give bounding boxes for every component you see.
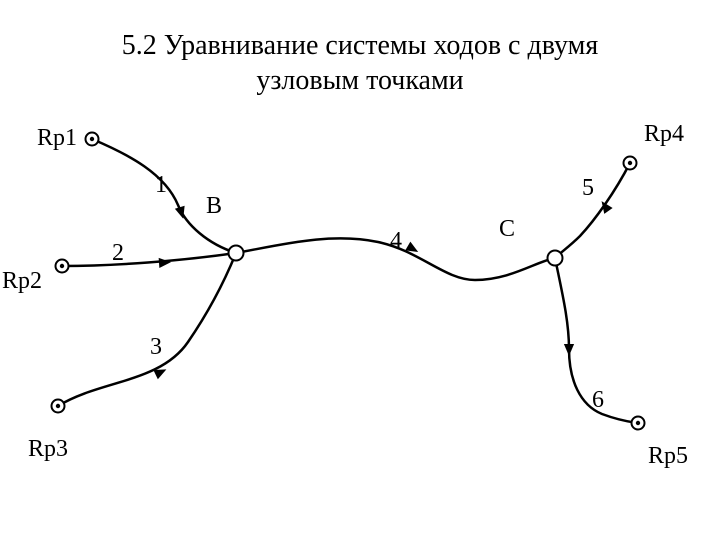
edge-label-e1: 1 [155, 172, 167, 199]
node-label-Rp3: Rp3 [28, 436, 68, 463]
node-Rp5-dot [636, 421, 640, 425]
arrow-e6 [564, 344, 574, 356]
node-label-B: B [206, 193, 222, 220]
node-label-Rp4: Rp4 [644, 121, 684, 148]
node-B [229, 246, 244, 261]
arrow-e2 [159, 257, 172, 268]
edge-e2 [62, 253, 236, 266]
edge-label-e3: 3 [150, 334, 162, 361]
edge-label-e6: 6 [592, 387, 604, 414]
edge-e3 [58, 253, 236, 406]
edge-label-e5: 5 [582, 175, 594, 202]
node-Rp4-dot [628, 161, 632, 165]
node-label-Rp1: Rp1 [37, 125, 77, 152]
network-svg [0, 0, 720, 540]
node-C [548, 251, 563, 266]
diagram-canvas: Rp1 Rp4 Rp2 Rp3 Rp5 B C 1 2 3 4 5 6 [0, 0, 720, 540]
node-label-C: C [499, 216, 515, 243]
edge-label-e2: 2 [112, 240, 124, 267]
node-Rp2-dot [60, 264, 64, 268]
node-Rp1-dot [90, 137, 94, 141]
node-label-Rp2: Rp2 [2, 268, 42, 295]
edge-label-e4: 4 [390, 228, 402, 255]
node-label-Rp5: Rp5 [648, 443, 688, 470]
node-Rp3-dot [56, 404, 60, 408]
